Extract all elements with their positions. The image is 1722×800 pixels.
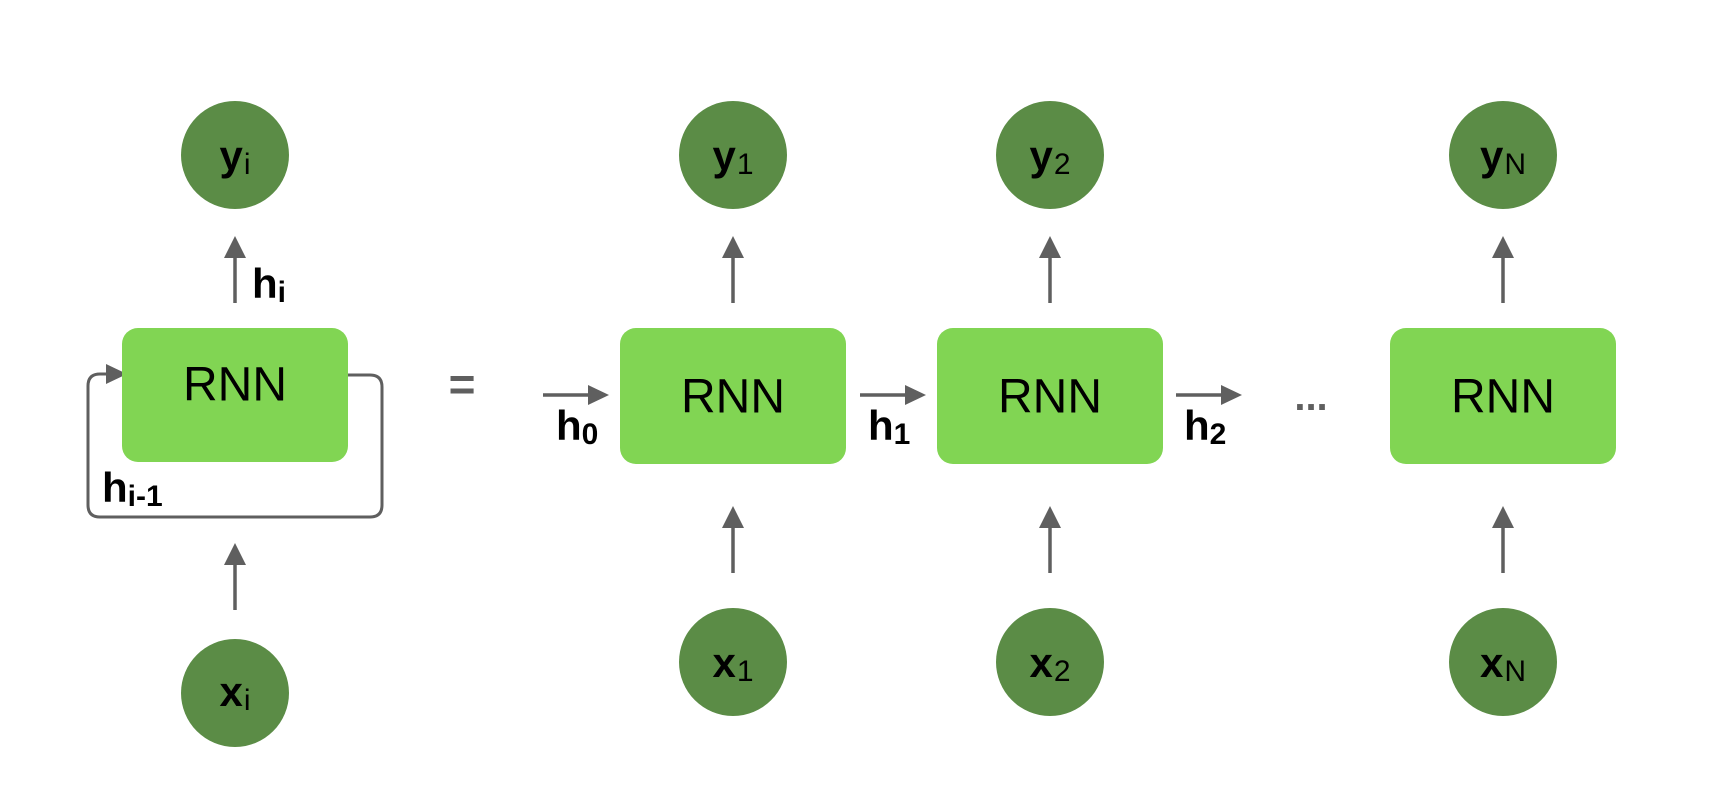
- initial-state-label: h0: [556, 402, 598, 451]
- input-label-n: xN: [1480, 639, 1526, 688]
- input-label-2: x2: [1029, 639, 1070, 688]
- rnn-cell-label-n: RNN: [1451, 371, 1555, 424]
- output-node-1: [679, 101, 787, 209]
- unrolled-step-2: y2 RNN x2 h2: [937, 101, 1242, 716]
- output-node-n: [1449, 101, 1557, 209]
- output-node-2: [996, 101, 1104, 209]
- unrolled-step-1: y1 RNN x1 h1: [620, 101, 926, 716]
- recurrent-loop-arrowhead: [106, 364, 127, 384]
- input-label-1: x1: [712, 639, 753, 688]
- output-label-2: y2: [1029, 132, 1070, 181]
- rnn-cell-2: [937, 328, 1163, 464]
- recurrent-loop-arrow: [86, 372, 384, 519]
- rnn-cell-n: [1390, 328, 1616, 464]
- input-arrowhead-1: [722, 506, 744, 528]
- output-arrowhead-1: [722, 236, 744, 258]
- equals-sign: =: [449, 358, 476, 410]
- rnn-cell-label-1: RNN: [681, 371, 785, 424]
- folded-hidden-out-label: hi: [252, 260, 286, 309]
- folded-input-label: xi: [219, 668, 250, 717]
- initial-state-arrowhead: [588, 385, 609, 405]
- output-label-1: y1: [712, 132, 753, 181]
- input-node-1: [679, 608, 787, 716]
- folded-output-node: [181, 101, 289, 209]
- folded-input-node: [181, 639, 289, 747]
- folded-output-arrowhead: [224, 236, 246, 258]
- rnn-cell-1: [620, 328, 846, 464]
- input-node-2: [996, 608, 1104, 716]
- input-arrowhead-n: [1492, 506, 1514, 528]
- folded-rnn: RNN yi hi hi-1 xi: [86, 101, 384, 747]
- output-arrowhead-n: [1492, 236, 1514, 258]
- initial-state: h0: [543, 385, 609, 451]
- folded-rnn-cell-label: RNN: [183, 359, 287, 412]
- input-arrowhead-2: [1039, 506, 1061, 528]
- output-arrowhead-2: [1039, 236, 1061, 258]
- folded-hidden-prev-label: hi-1: [102, 464, 163, 513]
- ellipsis: ...: [1294, 375, 1327, 419]
- state-arrowhead-1: [905, 385, 926, 405]
- state-label-1: h1: [868, 402, 910, 451]
- folded-input-arrowhead: [224, 543, 246, 565]
- folded-output-label: yi: [219, 132, 250, 181]
- folded-rnn-cell: [122, 328, 348, 462]
- rnn-cell-label-2: RNN: [998, 371, 1102, 424]
- state-arrowhead-2: [1221, 385, 1242, 405]
- state-label-2: h2: [1184, 402, 1226, 451]
- input-node-n: [1449, 608, 1557, 716]
- output-label-n: yN: [1480, 132, 1526, 181]
- unrolled-step-n: yN RNN xN: [1390, 101, 1616, 716]
